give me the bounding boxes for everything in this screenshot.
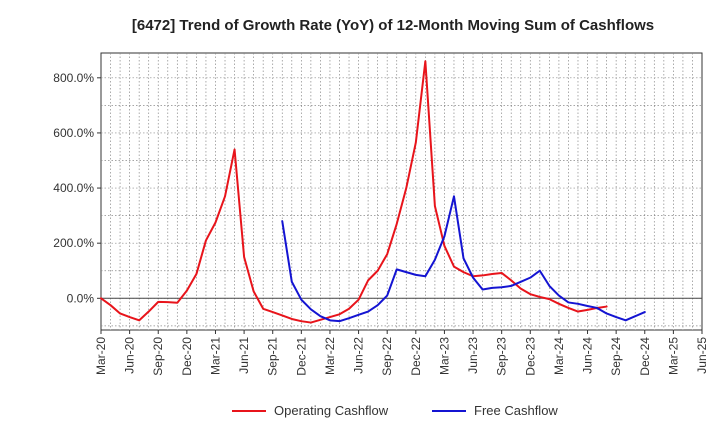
x-tick-label: Sep-20 [151,337,165,376]
y-tick-label: 600.0% [53,126,94,140]
x-tick-label: Dec-20 [180,337,194,376]
x-tick-label: Dec-22 [409,337,423,376]
x-axis: Mar-20 Jun-20 Sep-20 Dec-20 Mar-21 Jun-21 Sep-… [94,330,709,376]
x-tick-label: Mar-22 [323,337,337,375]
y-tick-label: 400.0% [53,181,94,195]
y-tick-label: 800.0% [53,71,94,85]
legend-label-0: Operating Cashflow [274,403,389,418]
x-tick-label: Sep-22 [380,337,394,376]
x-tick-label: Dec-23 [523,337,537,376]
x-tick-label: Mar-23 [437,337,451,375]
legend: Operating Cashflow Free Cashflow [232,403,558,418]
plot-area [100,52,703,331]
x-tick-label: Jun-24 [581,337,595,374]
series-line-0 [100,60,608,324]
x-tick-label: Sep-24 [609,337,623,376]
x-tick-label: Jun-23 [466,337,480,374]
legend-label-1: Free Cashflow [474,403,558,418]
y-tick-label: 200.0% [53,236,94,250]
x-tick-label: Dec-24 [638,337,652,376]
series-lines [100,60,646,324]
x-tick-label: Mar-20 [94,337,108,375]
x-tick-label: Jun-21 [237,337,251,374]
y-tick-label: 0.0% [67,291,95,305]
chart-title: [6472] Trend of Growth Rate (YoY) of 12-… [132,17,654,34]
x-tick-label: Sep-21 [266,337,280,376]
x-tick-label: Mar-25 [666,337,680,375]
x-tick-label: Jun-25 [695,337,709,374]
x-tick-label: Jun-22 [352,337,366,374]
x-tick-label: Jun-20 [123,337,137,374]
x-tick-label: Mar-21 [208,337,222,375]
y-axis: 0.0% 200.0% 400.0% 600.0% 800.0% [53,71,101,305]
gridlines [101,53,702,330]
series-line-1 [281,195,646,323]
x-tick-label: Dec-21 [294,337,308,376]
x-tick-label: Sep-23 [495,337,509,376]
x-tick-label: Mar-24 [552,337,566,375]
